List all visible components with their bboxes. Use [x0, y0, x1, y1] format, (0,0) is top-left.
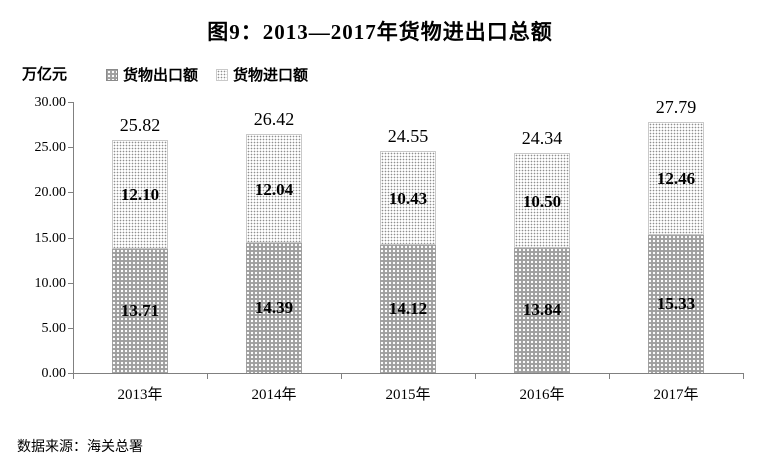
- x-category-label: 2016年: [519, 387, 565, 403]
- import-value-label: 12.04: [254, 179, 294, 199]
- x-category-label: 2014年: [251, 387, 297, 403]
- import-pattern-swatch-icon: [216, 68, 229, 81]
- x-axis-tick: [73, 374, 74, 379]
- export-value-label: 14.39: [254, 297, 294, 317]
- y-axis-tick: [68, 102, 73, 103]
- bar-segment-export: 14.39: [246, 243, 302, 373]
- x-axis-tick: [743, 374, 744, 379]
- import-value-label: 10.50: [522, 191, 562, 211]
- bar-segment-import: 12.46: [648, 121, 704, 235]
- x-axis-tick: [609, 374, 610, 379]
- total-value-label: 25.82: [119, 114, 161, 135]
- chart-title: 图9：2013—2017年货物进出口总额: [207, 20, 553, 44]
- total-value-label: 26.42: [253, 109, 295, 130]
- x-axis-line: [73, 373, 744, 374]
- legend: 货物出口额 货物进口额: [106, 64, 308, 85]
- bar-segment-export: 13.84: [514, 247, 570, 373]
- y-axis-tick: [68, 327, 73, 329]
- y-axis-tick: [68, 147, 73, 149]
- bar-segment-export: 13.71: [112, 249, 168, 373]
- y-axis-line: [73, 102, 74, 374]
- x-category-label: 2013年: [117, 387, 163, 403]
- export-pattern-swatch-icon: [106, 68, 118, 81]
- bar-segment-import: 12.04: [246, 134, 302, 243]
- total-value-label: 24.34: [521, 128, 563, 149]
- x-axis-tick: [341, 374, 342, 379]
- legend-label-exports: 货物出口额: [123, 67, 199, 84]
- import-value-label: 12.10: [120, 185, 160, 205]
- y-tick-label: 10.00: [34, 275, 67, 291]
- export-value-label: 15.33: [656, 293, 696, 313]
- x-category-label: 2017年: [653, 387, 699, 403]
- legend-item-imports: 货物进口额: [216, 64, 308, 85]
- bar-segment-import: 12.10: [112, 139, 168, 250]
- legend-label-imports: 货物进口额: [233, 67, 309, 84]
- x-axis-tick: [207, 374, 208, 379]
- y-tick-label: 5.00: [41, 320, 67, 336]
- y-tick-label: 25.00: [34, 140, 67, 156]
- y-tick-label: 15.00: [34, 230, 67, 246]
- y-tick-label: 0.00: [41, 366, 67, 381]
- y-axis-tick: [68, 373, 73, 374]
- y-tick-label: 30.00: [34, 95, 67, 110]
- total-value-label: 24.55: [387, 126, 429, 147]
- x-axis-tick: [475, 374, 476, 379]
- export-value-label: 14.12: [388, 299, 428, 319]
- total-value-label: 27.79: [655, 96, 697, 117]
- x-category-label: 2015年: [385, 387, 431, 403]
- export-value-label: 13.84: [522, 300, 562, 320]
- y-axis-tick: [68, 192, 73, 194]
- legend-item-exports: 货物出口额: [106, 64, 198, 85]
- bar-segment-export: 15.33: [648, 234, 704, 373]
- source-note: 数据来源：海关总署: [17, 438, 143, 454]
- y-axis-tick: [68, 282, 73, 284]
- bar-segment-import: 10.50: [514, 153, 570, 248]
- bar-segment-import: 10.43: [380, 151, 436, 246]
- y-axis-tick: [68, 237, 73, 239]
- y-tick-label: 20.00: [34, 185, 67, 201]
- import-value-label: 10.43: [388, 189, 428, 209]
- bar-segment-export: 14.12: [380, 245, 436, 373]
- import-value-label: 12.46: [656, 169, 696, 189]
- y-axis-unit-label: 万亿元: [22, 66, 68, 83]
- export-value-label: 13.71: [120, 301, 160, 321]
